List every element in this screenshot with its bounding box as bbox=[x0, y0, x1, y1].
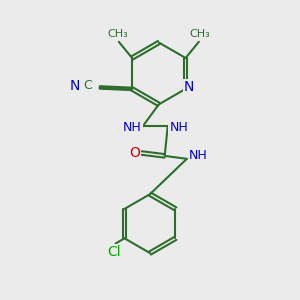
Text: C: C bbox=[83, 80, 92, 92]
Text: N: N bbox=[184, 80, 194, 94]
Text: NH: NH bbox=[169, 122, 188, 134]
Text: CH₃: CH₃ bbox=[189, 28, 210, 38]
Text: O: O bbox=[129, 146, 140, 160]
Text: Cl: Cl bbox=[107, 245, 121, 259]
Text: N: N bbox=[70, 79, 80, 93]
Text: CH₃: CH₃ bbox=[107, 28, 128, 38]
Text: NH: NH bbox=[189, 149, 207, 162]
Text: NH: NH bbox=[123, 122, 142, 134]
